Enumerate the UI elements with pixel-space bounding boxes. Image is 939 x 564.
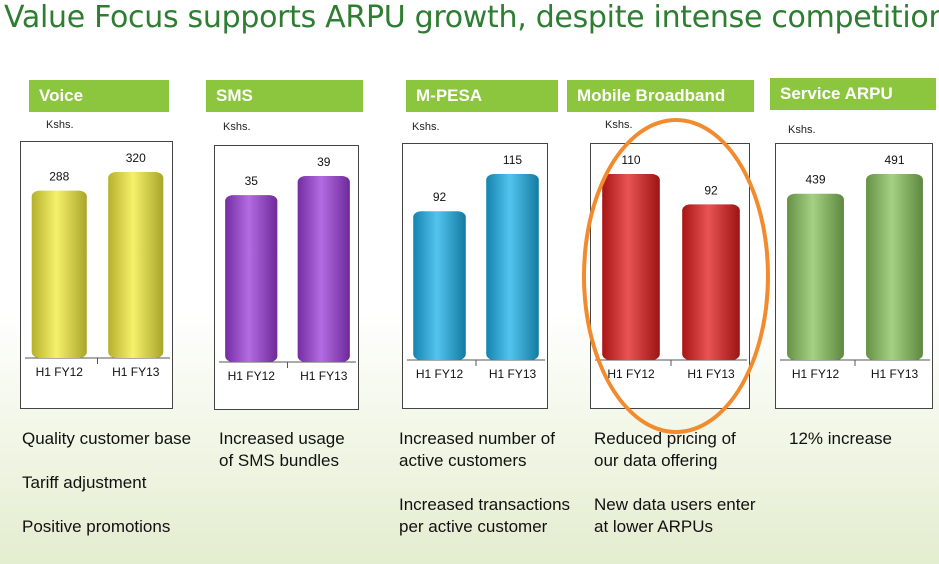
bar-mobile-broadband-2	[682, 204, 740, 360]
slide-title: Value Focus supports ARPU growth, despit…	[4, 0, 939, 35]
note-mpesa-1: Increased number of active customers	[399, 429, 555, 470]
bar-sms-1	[225, 195, 278, 362]
chart-frame-sms: 35 H1 FY12 39 H1 FY13	[214, 145, 359, 410]
tick-label-service-arpu-1: H1 FY12	[792, 367, 840, 381]
tick-label-mobile-broadband-2: H1 FY13	[687, 367, 735, 381]
note-service-arpu-1: 12% increase	[789, 429, 893, 448]
chart-frame-voice: 288 H1 FY12 320 H1 FY13	[20, 141, 173, 409]
tick-label-voice-2: H1 FY13	[112, 365, 160, 379]
bar-chart-sms: 35 H1 FY12 39 H1 FY13	[219, 155, 356, 383]
tick-label-m-pesa-1: H1 FY12	[416, 367, 464, 381]
panel-header-service-arpu: Service ARPU	[770, 78, 936, 110]
notes-voice: Quality customer base Tariff adjustment …	[22, 428, 197, 560]
data-label-voice-2: 320	[126, 151, 146, 165]
note-sms-1: Increased usage of SMS bundles	[219, 429, 345, 470]
tick-label-voice-1: H1 FY12	[36, 365, 84, 379]
unit-label-sms: Kshs.	[223, 121, 251, 133]
chart-frame-service-arpu: 439 H1 FY12 491 H1 FY13	[775, 143, 933, 409]
chart-frame-mpesa: 92 H1 FY12 115 H1 FY13	[402, 143, 548, 409]
panel-header-voice: Voice	[29, 80, 169, 112]
bar-chart-service-arpu: 439 H1 FY12 491 H1 FY13	[780, 153, 930, 381]
data-label-sms-2: 39	[317, 155, 331, 169]
data-label-voice-1: 288	[49, 170, 69, 184]
data-label-m-pesa-1: 92	[433, 190, 447, 204]
unit-label-voice: Kshs.	[46, 119, 74, 131]
data-label-service-arpu-1: 439	[805, 173, 825, 187]
data-label-m-pesa-2: 115	[503, 153, 522, 167]
bar-voice-2	[108, 172, 164, 358]
note-voice-2: Tariff adjustment	[22, 473, 147, 492]
note-mpesa-2: Increased transactions per active custom…	[399, 495, 571, 536]
data-label-mobile-broadband-1: 110	[621, 153, 640, 167]
bar-service-arpu-1	[787, 193, 844, 360]
bar-service-arpu-2	[866, 174, 923, 360]
notes-mobile-broadband: Reduced pricing of our data offering New…	[594, 428, 764, 560]
bar-mobile-broadband-1	[602, 174, 660, 360]
data-label-service-arpu-2: 491	[884, 153, 904, 167]
note-voice-1: Quality customer base	[22, 429, 192, 448]
data-label-sms-1: 35	[245, 174, 259, 188]
panel-header-mpesa: M-PESA	[406, 80, 558, 112]
chart-frame-mobile-broadband: 110 H1 FY12 92 H1 FY13	[590, 143, 750, 409]
panel-header-sms: SMS	[206, 80, 363, 112]
unit-label-mobile-broadband: Kshs.	[605, 119, 633, 131]
tick-label-sms-2: H1 FY13	[300, 369, 348, 383]
unit-label-mpesa: Kshs.	[412, 121, 440, 133]
bar-m-pesa-1	[413, 211, 466, 360]
note-voice-3: Positive promotions	[22, 517, 171, 536]
bar-chart-mpesa: 92 H1 FY12 115 H1 FY13	[407, 153, 545, 381]
panel-header-mobile-broadband: Mobile Broadband	[567, 80, 754, 112]
notes-sms: Increased usage of SMS bundles	[219, 428, 349, 494]
tick-label-sms-1: H1 FY12	[228, 369, 276, 383]
bar-chart-voice: 288 H1 FY12 320 H1 FY13	[25, 151, 170, 379]
bar-chart-mobile-broadband: 110 H1 FY12 92 H1 FY13	[595, 153, 747, 381]
notes-mpesa: Increased number of active customers Inc…	[399, 428, 574, 560]
note-mobile-broadband-1: Reduced pricing of our data offering	[594, 429, 736, 470]
unit-label-service-arpu: Kshs.	[788, 124, 816, 136]
tick-label-m-pesa-2: H1 FY13	[489, 367, 537, 381]
notes-service-arpu: 12% increase	[789, 428, 929, 472]
tick-label-service-arpu-2: H1 FY13	[871, 367, 919, 381]
note-mobile-broadband-2: New data users enter at lower ARPUs	[594, 495, 756, 536]
bar-sms-2	[297, 176, 350, 362]
data-label-mobile-broadband-2: 92	[704, 183, 718, 197]
bar-voice-1	[31, 190, 87, 358]
tick-label-mobile-broadband-1: H1 FY12	[607, 367, 655, 381]
bar-m-pesa-2	[486, 174, 539, 360]
